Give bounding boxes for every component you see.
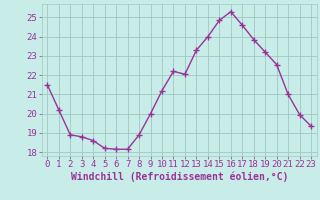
X-axis label: Windchill (Refroidissement éolien,°C): Windchill (Refroidissement éolien,°C) bbox=[70, 172, 288, 182]
